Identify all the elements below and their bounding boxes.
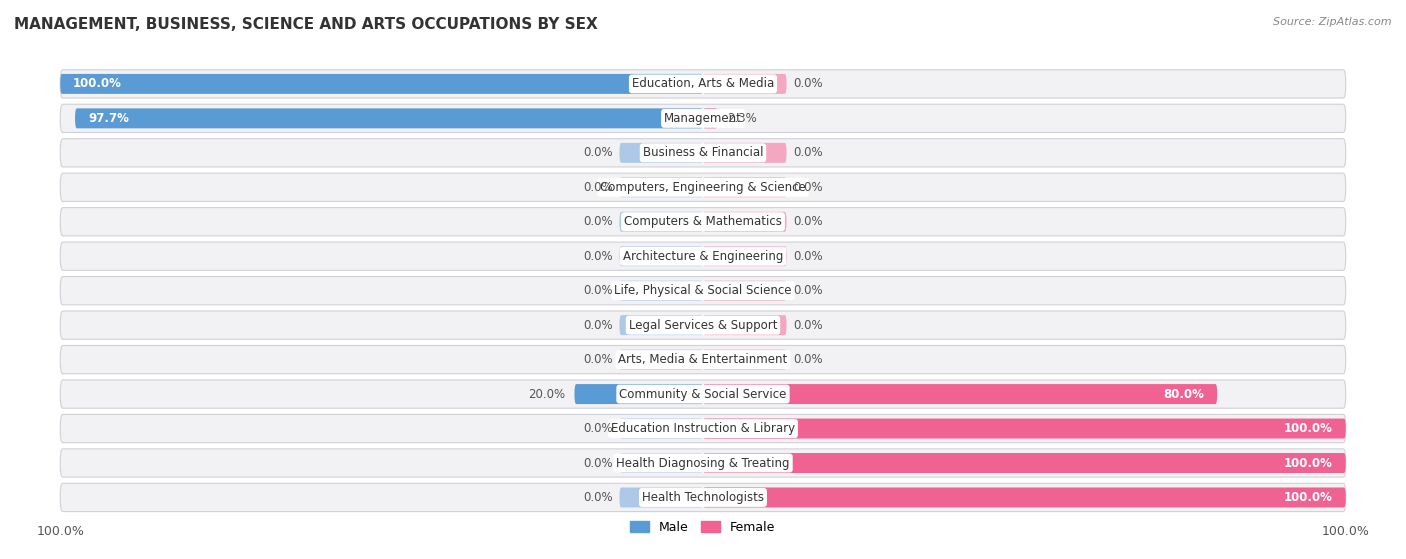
FancyBboxPatch shape [620,419,703,438]
Text: Health Technologists: Health Technologists [643,491,763,504]
Text: Community & Social Service: Community & Social Service [619,387,787,401]
FancyBboxPatch shape [60,380,1346,408]
FancyBboxPatch shape [703,74,786,94]
FancyBboxPatch shape [620,143,703,163]
Text: 0.0%: 0.0% [793,77,823,91]
Text: 0.0%: 0.0% [583,457,613,470]
FancyBboxPatch shape [620,349,703,369]
FancyBboxPatch shape [703,453,1346,473]
Text: 0.0%: 0.0% [583,491,613,504]
FancyBboxPatch shape [60,139,1346,167]
Text: 0.0%: 0.0% [793,319,823,331]
FancyBboxPatch shape [703,246,786,266]
Text: Education, Arts & Media: Education, Arts & Media [631,77,775,91]
Text: 0.0%: 0.0% [583,353,613,366]
Text: 97.7%: 97.7% [89,112,129,125]
Text: Computers, Engineering & Science: Computers, Engineering & Science [600,181,806,194]
Text: 0.0%: 0.0% [583,284,613,297]
Text: 0.0%: 0.0% [583,319,613,331]
FancyBboxPatch shape [703,108,718,129]
Text: Computers & Mathematics: Computers & Mathematics [624,215,782,228]
FancyBboxPatch shape [75,108,703,129]
FancyBboxPatch shape [60,484,1346,511]
Text: 80.0%: 80.0% [1163,387,1205,401]
Text: 0.0%: 0.0% [793,146,823,159]
FancyBboxPatch shape [620,177,703,197]
Text: 0.0%: 0.0% [793,353,823,366]
Text: 2.3%: 2.3% [727,112,758,125]
FancyBboxPatch shape [703,487,1346,508]
Text: Business & Financial: Business & Financial [643,146,763,159]
Text: Arts, Media & Entertainment: Arts, Media & Entertainment [619,353,787,366]
FancyBboxPatch shape [60,345,1346,374]
Text: Management: Management [664,112,742,125]
FancyBboxPatch shape [703,315,786,335]
Text: Legal Services & Support: Legal Services & Support [628,319,778,331]
Text: 0.0%: 0.0% [793,181,823,194]
Text: 20.0%: 20.0% [527,387,565,401]
FancyBboxPatch shape [60,70,1346,98]
FancyBboxPatch shape [703,281,786,301]
FancyBboxPatch shape [703,349,786,369]
Text: Health Diagnosing & Treating: Health Diagnosing & Treating [616,457,790,470]
FancyBboxPatch shape [60,207,1346,236]
Text: Source: ZipAtlas.com: Source: ZipAtlas.com [1274,17,1392,27]
Text: 100.0%: 100.0% [73,77,122,91]
FancyBboxPatch shape [703,143,786,163]
Text: 0.0%: 0.0% [793,250,823,263]
Text: 0.0%: 0.0% [583,422,613,435]
Text: 0.0%: 0.0% [793,284,823,297]
Text: 100.0%: 100.0% [1284,491,1333,504]
FancyBboxPatch shape [703,384,1218,404]
FancyBboxPatch shape [703,419,1346,438]
FancyBboxPatch shape [60,449,1346,477]
Text: Education Instruction & Library: Education Instruction & Library [612,422,794,435]
Text: MANAGEMENT, BUSINESS, SCIENCE AND ARTS OCCUPATIONS BY SEX: MANAGEMENT, BUSINESS, SCIENCE AND ARTS O… [14,17,598,32]
FancyBboxPatch shape [575,384,703,404]
Text: 100.0%: 100.0% [1284,422,1333,435]
FancyBboxPatch shape [60,277,1346,305]
FancyBboxPatch shape [60,74,703,94]
FancyBboxPatch shape [620,487,703,508]
FancyBboxPatch shape [60,311,1346,339]
FancyBboxPatch shape [703,212,786,232]
FancyBboxPatch shape [620,315,703,335]
Legend: Male, Female: Male, Female [626,516,780,539]
Text: 0.0%: 0.0% [793,215,823,228]
FancyBboxPatch shape [60,414,1346,443]
FancyBboxPatch shape [60,104,1346,132]
Text: 0.0%: 0.0% [583,250,613,263]
Text: 0.0%: 0.0% [583,146,613,159]
FancyBboxPatch shape [620,281,703,301]
FancyBboxPatch shape [620,453,703,473]
Text: Life, Physical & Social Science: Life, Physical & Social Science [614,284,792,297]
Text: 0.0%: 0.0% [583,215,613,228]
FancyBboxPatch shape [703,177,786,197]
FancyBboxPatch shape [620,212,703,232]
FancyBboxPatch shape [60,173,1346,201]
Text: 0.0%: 0.0% [583,181,613,194]
FancyBboxPatch shape [620,246,703,266]
Text: Architecture & Engineering: Architecture & Engineering [623,250,783,263]
Text: 100.0%: 100.0% [1284,457,1333,470]
FancyBboxPatch shape [60,242,1346,271]
